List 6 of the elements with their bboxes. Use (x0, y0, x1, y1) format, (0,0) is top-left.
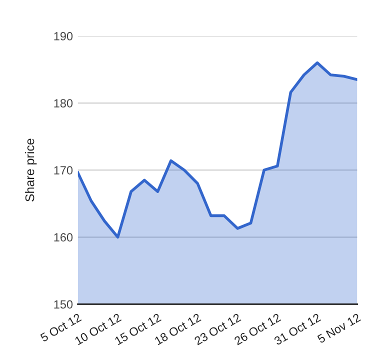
y-tick-label: 170 (54, 166, 73, 174)
y-axis-title: Share price (25, 138, 37, 202)
y-tick-label: 180 (54, 99, 73, 108)
y-tick-label: 160 (54, 233, 73, 242)
y-tick-label: 150 (54, 300, 73, 309)
y-tick-label: 190 (54, 32, 73, 40)
